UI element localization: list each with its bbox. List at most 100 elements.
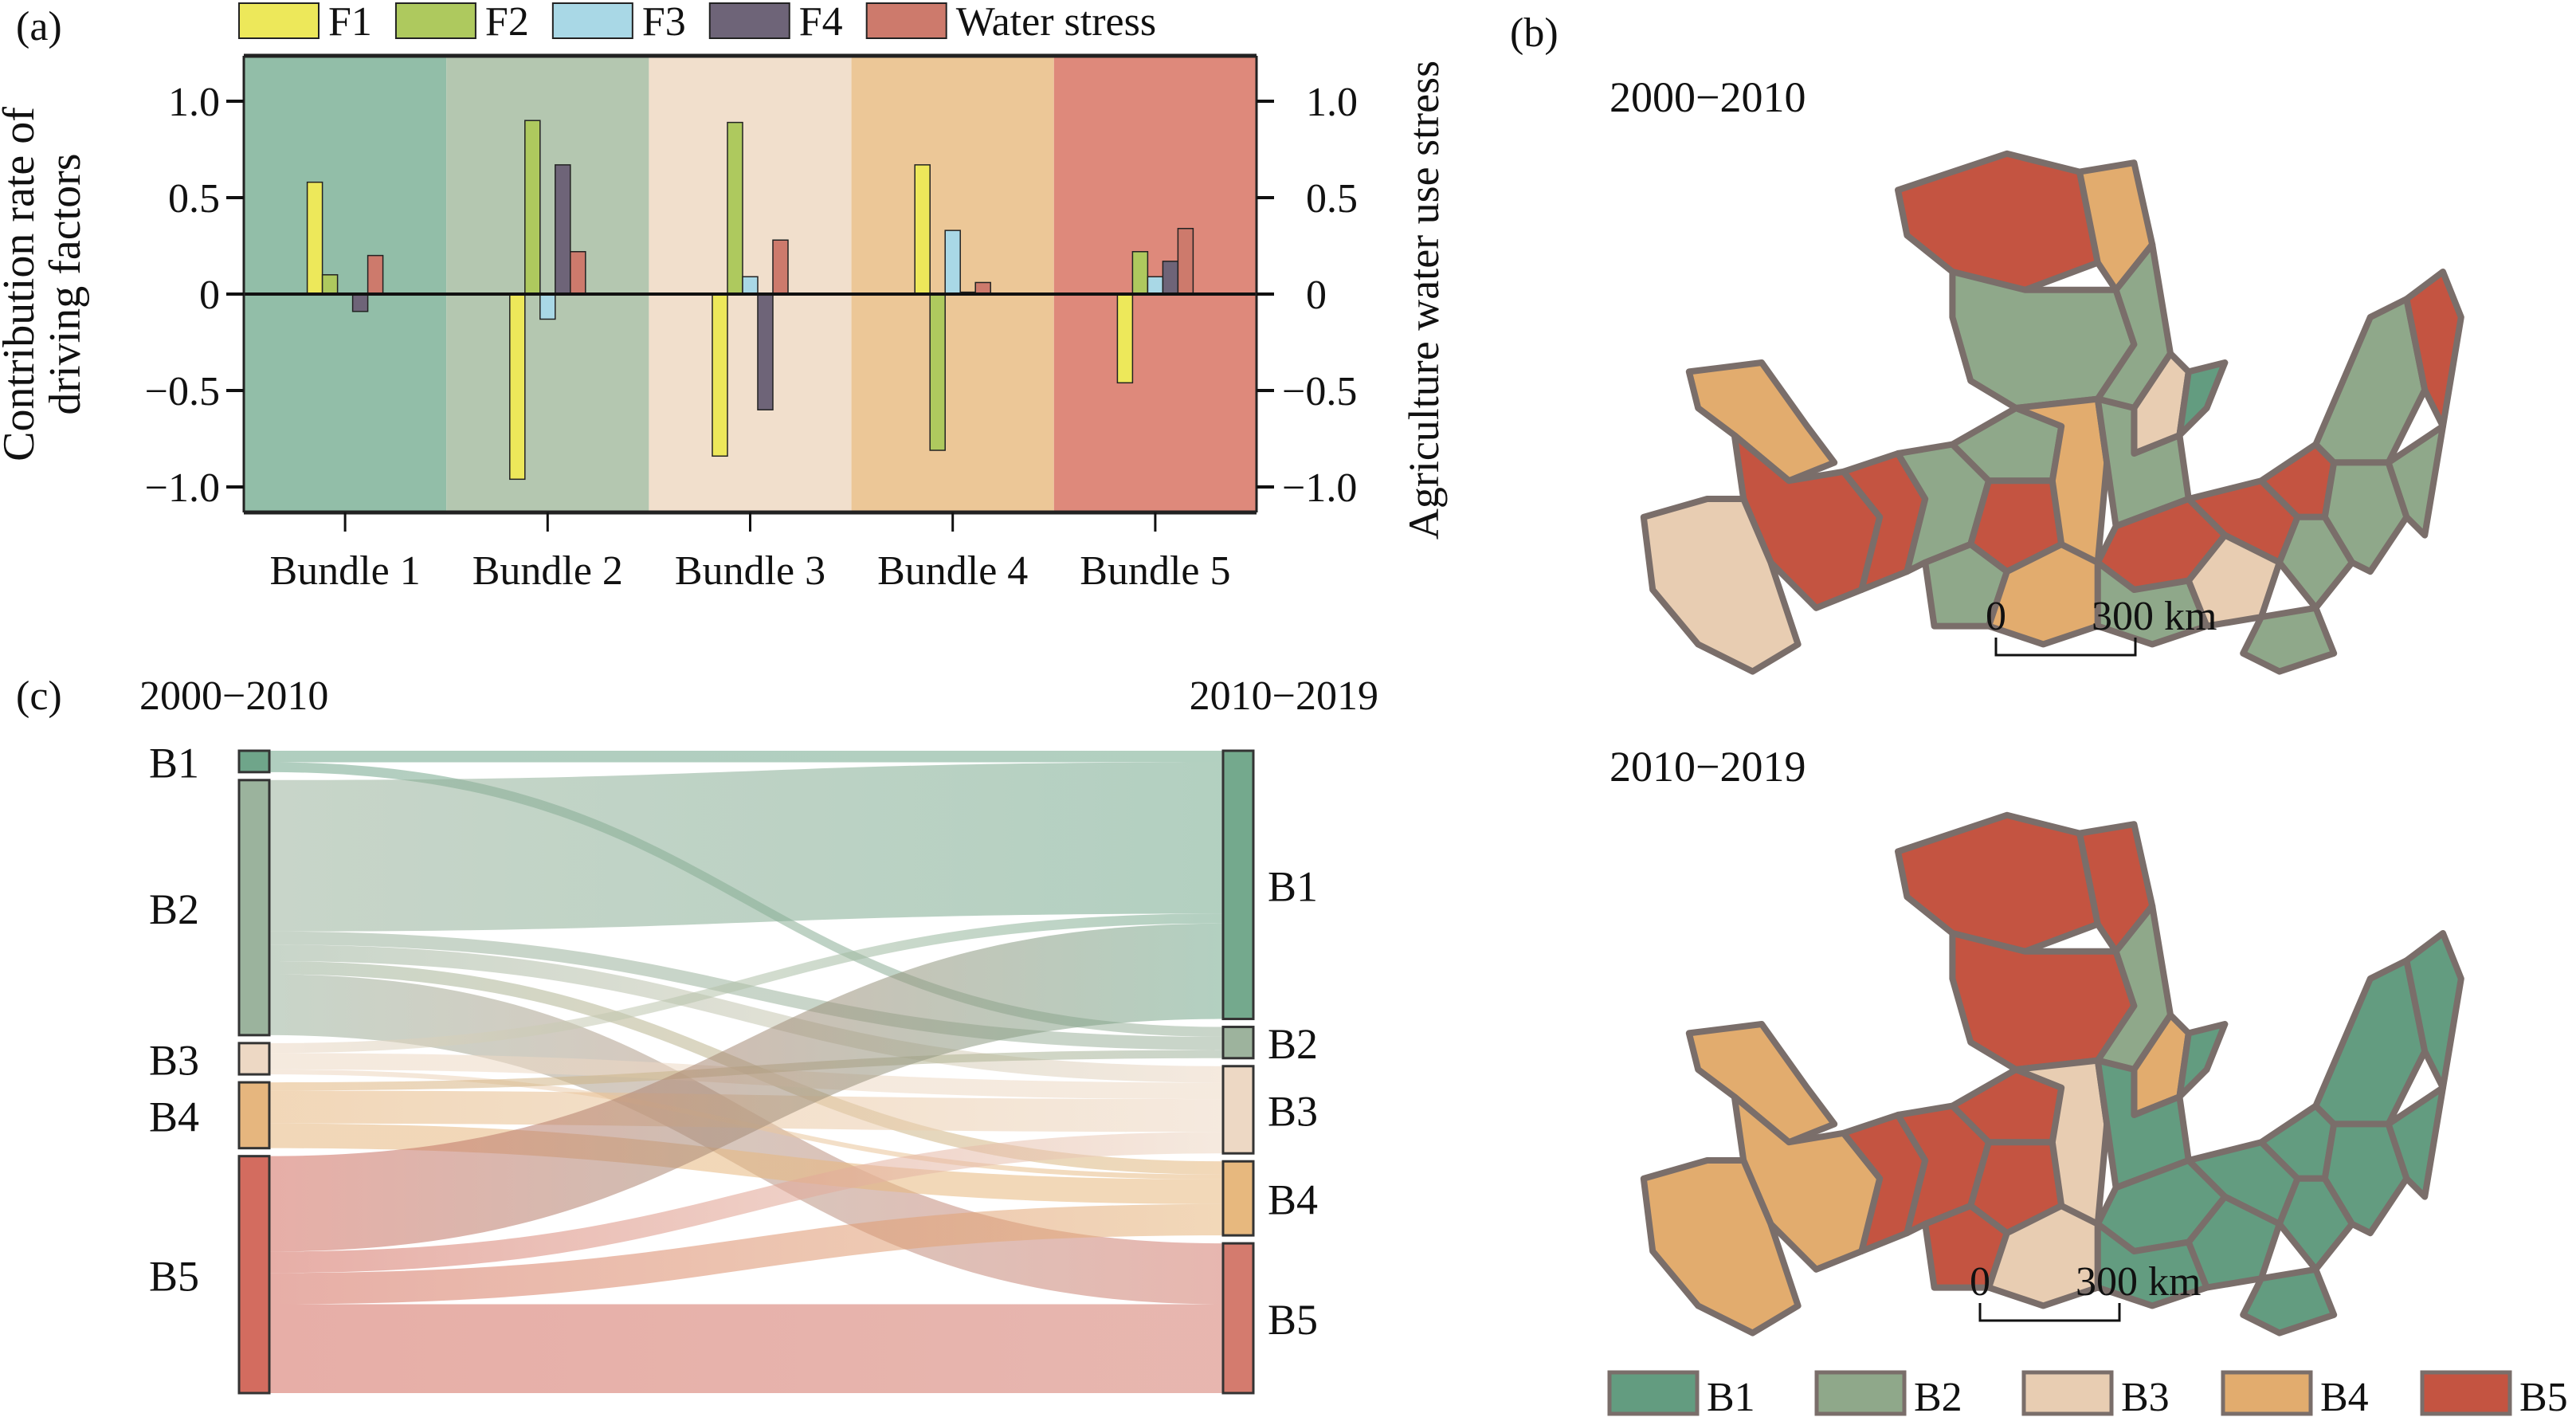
- map-region: [2094, 1057, 2192, 1191]
- sankey-node-left-b4: [237, 1081, 271, 1150]
- map-region: [1640, 495, 1802, 675]
- legend-swatch-f2: [394, 2, 476, 39]
- bar-f2-bundle-1: [321, 274, 339, 295]
- sankey-node-right-b2: [1221, 1026, 1255, 1060]
- sankey-flow-b1-to-b1: [269, 751, 1223, 763]
- ytick-label-left: 1.0: [168, 80, 220, 125]
- bar-f2-bundle-3: [727, 121, 743, 295]
- xtick-label: Bundle 1: [269, 548, 420, 594]
- map-region: [2176, 1020, 2229, 1101]
- bar-f2-bundle-5: [1131, 251, 1149, 295]
- map-region: [2185, 532, 2283, 630]
- bar-f4-bundle-1: [351, 293, 369, 312]
- xtick-label: Bundle 2: [472, 548, 623, 594]
- map-legend-label: B4: [2320, 1375, 2369, 1417]
- bar-f1-bundle-1: [306, 181, 323, 295]
- legend-swatch-f4: [708, 2, 790, 39]
- xtick-label: Bundle 4: [877, 548, 1028, 594]
- scale-label-zero: 0: [1970, 1259, 1990, 1305]
- scale-label-end: 300 km: [2092, 594, 2217, 639]
- sankey-flow-b5-to-b3: [269, 1132, 1223, 1274]
- legend-label: F4: [799, 0, 843, 45]
- bar-f2-bundle-4: [929, 293, 946, 451]
- ytick-label-right: −1.0: [1282, 465, 1357, 511]
- legend-swatch-water-stress: [865, 2, 947, 39]
- bar-f3-bundle-2: [539, 293, 556, 320]
- sankey-node-label-left: B5: [149, 1252, 199, 1300]
- bar-f1-bundle-3: [712, 293, 728, 457]
- sankey-flow-b5-to-b1: [269, 923, 1223, 1252]
- sankey-right-title: 2010−2019: [1190, 673, 1378, 719]
- sankey-node-label-right: B5: [1268, 1296, 1318, 1344]
- bar-water-stress-bundle-2: [570, 251, 586, 295]
- bar-f3-bundle-5: [1147, 276, 1164, 295]
- map-region: [2176, 359, 2229, 439]
- map-legend-swatch-b3: [2021, 1370, 2114, 1416]
- ytick-label-left: −0.5: [145, 369, 220, 414]
- legend-label: F1: [328, 0, 372, 45]
- bar-water-stress-bundle-1: [367, 254, 384, 295]
- y-axis-title-line1: Contribution rate of: [0, 107, 44, 461]
- sankey-node-right-b3: [1221, 1065, 1255, 1155]
- sankey-node-label-right: B4: [1268, 1176, 1318, 1224]
- bar-f3-bundle-4: [944, 230, 961, 295]
- bar-f4-bundle-2: [555, 164, 571, 295]
- legend-swatch-f3: [551, 2, 633, 39]
- sankey-node-right-b1: [1221, 749, 1255, 1021]
- y-axis-title-line2: driving factors: [41, 153, 90, 414]
- ytick-label-left: 0.5: [168, 176, 220, 222]
- xtick-label: Bundle 5: [1080, 548, 1230, 594]
- map-region: [2385, 422, 2446, 539]
- sankey-node-right-b5: [1221, 1242, 1255, 1395]
- panel-a-label: (a): [16, 4, 62, 49]
- sankey-node-right-b4: [1221, 1160, 1255, 1237]
- map-region: [1894, 811, 2101, 955]
- bar-f1-bundle-4: [914, 164, 931, 295]
- sankey-node-left-b5: [237, 1155, 271, 1395]
- sankey-flow-b2-to-b2: [269, 931, 1223, 1050]
- sankey-flow-b5-to-b4: [269, 1203, 1223, 1305]
- map-region: [1685, 359, 1838, 485]
- panel-b-label: (b): [1510, 10, 1559, 56]
- map-legend-label: B2: [1914, 1375, 1962, 1417]
- panel-c-label: (c): [16, 673, 62, 719]
- sankey-chart-c: 2000−2010 2010−2019 B1 B2 B3 B4 B5 B1 B2 B3 B4 B5: [139, 673, 1378, 1395]
- scale-bar-1: [1994, 638, 2137, 657]
- ytick-label-right: 0: [1306, 273, 1327, 318]
- map-region: [2403, 930, 2464, 1091]
- map-region: [2385, 1084, 2446, 1200]
- ytick-label-right: 1.0: [1306, 80, 1358, 125]
- sankey-flow-b3-to-b1: [269, 913, 1223, 1054]
- scale-bar-2: [1978, 1303, 2121, 1322]
- sankey-node-label-left: B3: [149, 1036, 199, 1084]
- ytick-label-left: −1.0: [145, 465, 220, 511]
- ytick-label-right: −0.5: [1282, 369, 1357, 414]
- map-legend-label: B5: [2519, 1375, 2568, 1417]
- bar-f4-bundle-3: [757, 293, 774, 410]
- map-2: [1640, 811, 2464, 1337]
- maps-b: 2000−2010 0 300 km 2010−2019 0 300 km B1 B2 B3 B4…: [1607, 73, 2568, 1417]
- legend-label: Water stress: [956, 0, 1156, 45]
- scale-label-zero: 0: [1986, 594, 2006, 639]
- sankey-left-title: 2000−2010: [139, 673, 328, 719]
- map-region: [1640, 1156, 1802, 1337]
- bar-water-stress-bundle-3: [772, 239, 789, 295]
- map-legend-swatch-b1: [1607, 1370, 1700, 1416]
- sankey-node-label-left: B1: [149, 739, 199, 787]
- map-region: [2276, 513, 2355, 611]
- scale-label-end: 300 km: [2076, 1259, 2201, 1305]
- bar-water-stress-bundle-5: [1177, 227, 1194, 295]
- bar-f3-bundle-3: [742, 276, 759, 295]
- map-legend-swatch-b2: [1814, 1370, 1907, 1416]
- sankey-node-label-right: B2: [1268, 1020, 1318, 1068]
- y2-axis-title: Agriculture water use stress: [1400, 61, 1448, 540]
- map-region: [1685, 1020, 1838, 1146]
- legend-label: F2: [485, 0, 529, 45]
- map-region: [2276, 1175, 2355, 1273]
- map-title-2010-2019: 2010−2019: [1610, 743, 1806, 791]
- map-region: [2403, 269, 2464, 430]
- sankey-node-label-left: B4: [149, 1093, 199, 1140]
- map-legend-swatch-b4: [2221, 1370, 2313, 1416]
- map-region: [1894, 150, 2101, 293]
- map-1: [1640, 150, 2464, 675]
